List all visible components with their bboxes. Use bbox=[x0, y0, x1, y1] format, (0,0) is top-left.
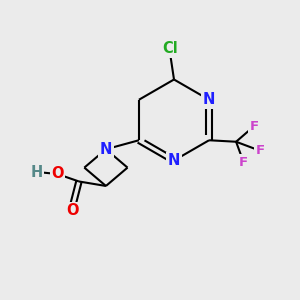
Text: O: O bbox=[67, 203, 79, 218]
Text: N: N bbox=[203, 92, 215, 107]
Text: F: F bbox=[256, 144, 265, 157]
Text: F: F bbox=[250, 120, 259, 133]
Text: F: F bbox=[239, 156, 248, 169]
Text: N: N bbox=[168, 153, 180, 168]
Text: H: H bbox=[30, 165, 43, 180]
Text: N: N bbox=[100, 142, 112, 157]
Text: O: O bbox=[51, 167, 64, 182]
Text: Cl: Cl bbox=[163, 41, 178, 56]
